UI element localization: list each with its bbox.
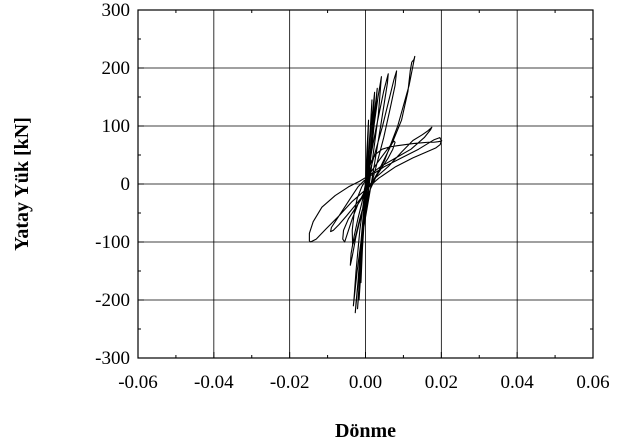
y-tick-label: 200 [102, 58, 131, 79]
x-tick-label: 0.04 [501, 372, 535, 393]
y-tick-label: -200 [95, 290, 130, 311]
y-tick-label: 100 [102, 116, 131, 137]
plot-area [308, 55, 443, 314]
x-tick-label: 0.00 [349, 372, 382, 393]
x-axis-title: Dönme [335, 420, 396, 442]
x-tick-label: 0.06 [576, 372, 609, 393]
x-tick-label: -0.04 [194, 372, 234, 393]
y-axis-title: Yatay Yük [kN] [11, 117, 33, 251]
x-tick-label: -0.02 [270, 372, 310, 393]
axis-ticks: -0.06 -0.04 -0.02 0.00 0.02 0.04 0.06 -300 -200 -… [95, 0, 609, 393]
y-tick-label: 0 [121, 174, 131, 195]
y-tick-label: 300 [102, 0, 131, 21]
x-tick-label: 0.02 [425, 372, 458, 393]
y-tick-label: -100 [95, 232, 130, 253]
y-tick-label: -300 [95, 348, 130, 369]
x-tick-label: -0.06 [118, 372, 158, 393]
hysteresis-curve [308, 55, 443, 314]
